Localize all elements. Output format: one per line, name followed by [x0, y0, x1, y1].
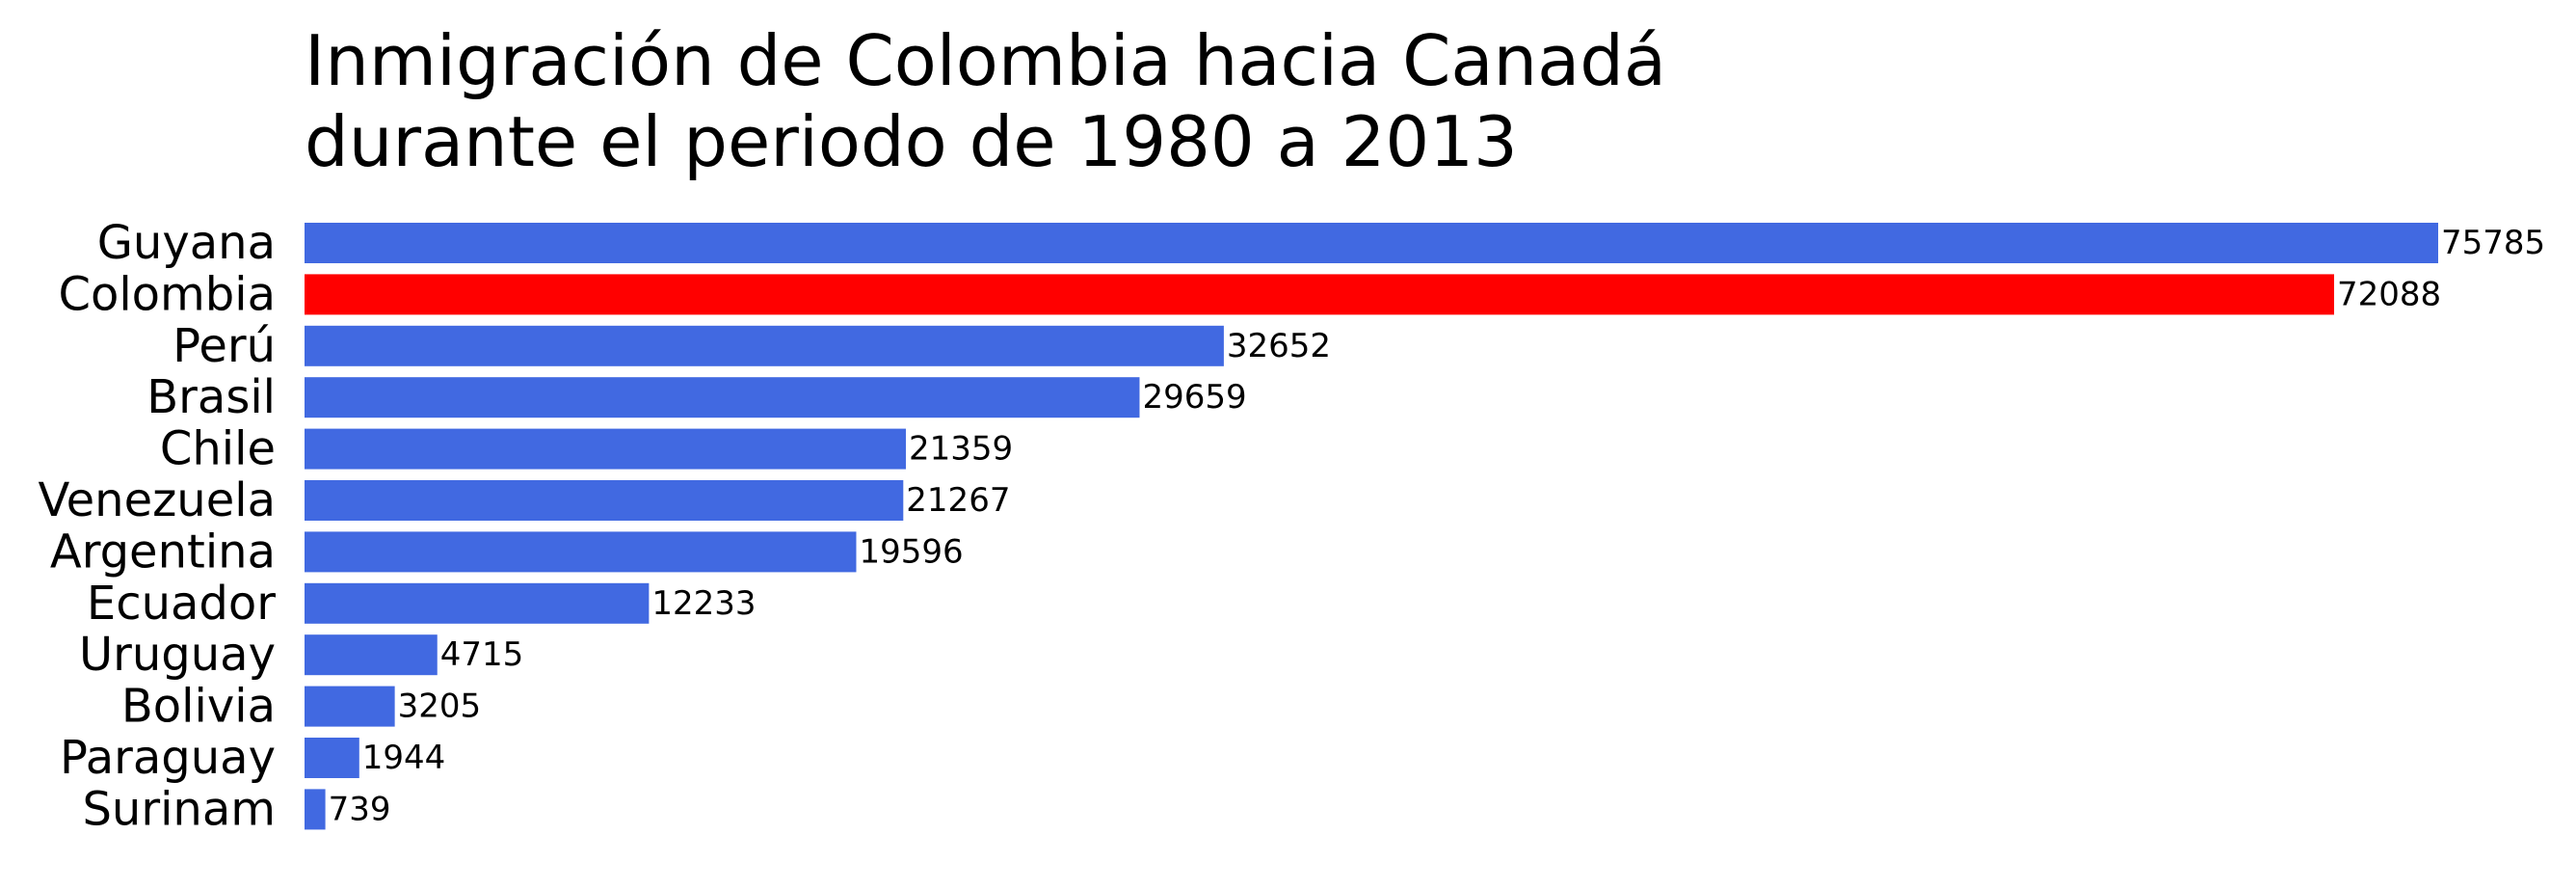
bar-argentina [305, 531, 857, 573]
category-labels: GuyanaColombiaPerúBrasilChileVenezuelaAr… [39, 216, 277, 836]
bar-guyana [305, 223, 2438, 263]
value-label-paraguay: 1944 [362, 739, 446, 777]
chart-title-line-2: durante el periodo de 1980 a 2013 [305, 101, 1518, 182]
value-label-ecuador: 12233 [651, 584, 756, 623]
value-label-argentina: 19596 [859, 532, 963, 571]
value-label-chile: 21359 [909, 430, 1013, 469]
bars [305, 223, 2438, 830]
value-label-surinam: 739 [329, 790, 391, 828]
category-label-guyana: Guyana [97, 216, 276, 270]
category-label-argentina: Argentina [50, 525, 276, 579]
bar-peru [305, 325, 1224, 366]
category-label-uruguay: Uruguay [79, 628, 276, 682]
category-label-ecuador: Ecuador [87, 577, 276, 631]
category-label-paraguay: Paraguay [60, 731, 276, 785]
bar-colombia [305, 274, 2334, 315]
category-label-brasil: Brasil [146, 370, 276, 424]
value-label-venezuela: 21267 [906, 481, 1010, 520]
value-label-bolivia: 3205 [398, 687, 482, 726]
bar-surinam [305, 789, 326, 830]
category-label-colombia: Colombia [58, 267, 276, 321]
value-label-guyana: 75785 [2441, 224, 2545, 262]
bar-uruguay [305, 634, 438, 676]
bar-paraguay [305, 738, 359, 778]
category-label-surinam: Surinam [82, 782, 276, 836]
category-label-bolivia: Bolivia [121, 680, 276, 734]
category-label-chile: Chile [160, 422, 276, 476]
chart-title-line-1: Inmigración de Colombia hacia Canadá [305, 20, 1666, 101]
value-label-brasil: 29659 [1142, 378, 1246, 417]
value-label-uruguay: 4715 [440, 635, 524, 674]
value-label-colombia: 72088 [2337, 275, 2441, 313]
bar-ecuador [305, 582, 650, 624]
chart-title: Inmigración de Colombia hacia Canadá dur… [305, 20, 1666, 182]
bar-chile [305, 428, 906, 470]
bar-venezuela [305, 480, 904, 521]
category-label-peru: Perú [173, 319, 276, 373]
category-label-venezuela: Venezuela [39, 473, 277, 527]
bar-bolivia [305, 686, 395, 727]
bar-brasil [305, 377, 1140, 418]
value-label-peru: 32652 [1227, 327, 1331, 365]
